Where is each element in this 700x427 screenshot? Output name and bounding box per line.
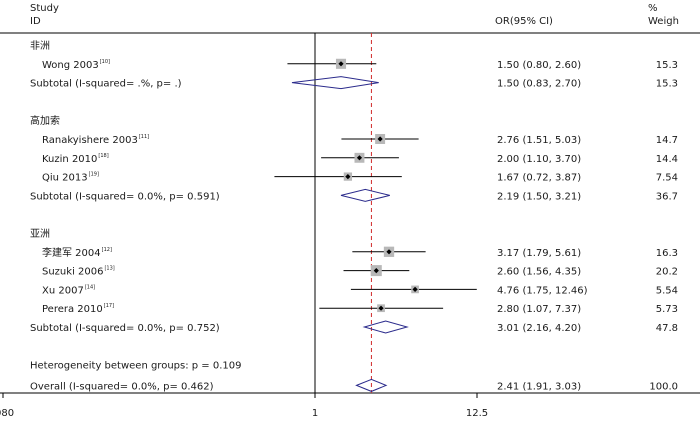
study-reference: [14] bbox=[85, 284, 95, 290]
study-reference: [17] bbox=[104, 303, 114, 309]
column-headers: Study ID OR(95% CI) % Weigh bbox=[30, 3, 679, 27]
overall-label: Overall (I-squared= 0.0%, p= 0.462) bbox=[30, 381, 214, 392]
point-estimate bbox=[378, 305, 384, 311]
weight-value: 15.3 bbox=[656, 60, 678, 71]
study-label: Xu 2007 bbox=[42, 285, 84, 296]
or-ci-value: 3.01 (2.16, 4.20) bbox=[497, 323, 581, 334]
or-ci-value: 2.76 (1.51, 5.03) bbox=[497, 135, 581, 146]
study-reference: [11] bbox=[139, 134, 149, 140]
or-ci-value: 1.67 (0.72, 3.87) bbox=[497, 173, 581, 184]
study-label: Perera 2010 bbox=[42, 304, 103, 315]
header-or-ci: OR(95% CI) bbox=[495, 16, 553, 27]
header-percent: % bbox=[648, 3, 658, 14]
group-label: 非洲 bbox=[30, 40, 50, 52]
subtotal-diamond bbox=[291, 76, 379, 90]
header-weight: Weigh bbox=[648, 16, 679, 27]
weight-value: 15.3 bbox=[656, 79, 678, 90]
header-id: ID bbox=[30, 16, 41, 27]
study-reference: [10] bbox=[100, 59, 110, 65]
study-label: Kuzin 2010 bbox=[42, 154, 97, 165]
weight-value: 20.2 bbox=[656, 267, 678, 278]
group-label: 高加索 bbox=[30, 114, 60, 127]
or-ci-value: 2.00 (1.10, 3.70) bbox=[497, 154, 581, 165]
point-estimate bbox=[373, 268, 379, 274]
point-estimate bbox=[345, 174, 351, 180]
group-label: 亚洲 bbox=[30, 228, 50, 240]
point-estimate bbox=[386, 249, 392, 255]
heterogeneity-note: Heterogeneity between groups: p = 0.109 bbox=[30, 361, 241, 372]
x-tick-label: .080 bbox=[0, 408, 14, 419]
weight-value: 16.3 bbox=[656, 248, 678, 259]
subtotal-label: Subtotal (I-squared= 0.0%, p= 0.591) bbox=[30, 191, 220, 202]
overall-diamond bbox=[355, 378, 388, 392]
x-tick-label: 12.5 bbox=[466, 408, 488, 419]
weight-value: 5.73 bbox=[656, 304, 678, 315]
or-ci-value: 1.50 (0.83, 2.70) bbox=[497, 79, 581, 90]
study-label: Qiu 2013 bbox=[42, 173, 88, 184]
weight-value: 100.0 bbox=[649, 381, 678, 392]
subtotal-diamond bbox=[340, 188, 390, 202]
header-study: Study bbox=[30, 3, 59, 14]
subtotal-label: Subtotal (I-squared= 0.0%, p= 0.752) bbox=[30, 323, 220, 334]
weight-value: 7.54 bbox=[656, 173, 678, 184]
study-reference: [19] bbox=[89, 172, 99, 178]
weight-value: 14.4 bbox=[656, 154, 678, 165]
forest-marks: .080 1 12.5 非洲 Wong 2003[10] 1.50 (0.80, 2.60… bbox=[0, 32, 700, 419]
weight-value: 14.7 bbox=[656, 135, 678, 146]
or-ci-value: 2.19 (1.50, 3.21) bbox=[497, 191, 581, 202]
or-ci-value: 2.60 (1.56, 4.35) bbox=[497, 267, 581, 278]
point-estimate bbox=[412, 286, 418, 292]
or-ci-value: 3.17 (1.79, 5.61) bbox=[497, 248, 581, 259]
subtotal-diamond bbox=[362, 320, 409, 334]
subtotal-label: Subtotal (I-squared= .%, p= .) bbox=[30, 79, 182, 90]
or-ci-value: 4.76 (1.75, 12.46) bbox=[497, 285, 588, 296]
study-label: Suzuki 2006 bbox=[42, 267, 103, 278]
or-ci-value: 1.50 (0.80, 2.60) bbox=[497, 60, 581, 71]
weight-value: 47.8 bbox=[656, 323, 678, 334]
x-tick-label: 1 bbox=[312, 408, 318, 419]
weight-value: 36.7 bbox=[656, 191, 678, 202]
or-ci-value: 2.41 (1.91, 3.03) bbox=[497, 381, 581, 392]
point-estimate bbox=[338, 61, 344, 67]
study-label: 李建军 2004 bbox=[42, 246, 101, 259]
study-reference: [12] bbox=[102, 247, 112, 253]
or-ci-value: 2.80 (1.07, 7.37) bbox=[497, 304, 581, 315]
weight-value: 5.54 bbox=[656, 285, 678, 296]
study-reference: [18] bbox=[98, 153, 108, 159]
study-reference: [13] bbox=[104, 266, 114, 272]
point-estimate bbox=[377, 136, 383, 142]
study-label: Wong 2003 bbox=[42, 60, 99, 71]
study-label: Ranakyishere 2003 bbox=[42, 135, 138, 146]
point-estimate bbox=[356, 155, 363, 161]
